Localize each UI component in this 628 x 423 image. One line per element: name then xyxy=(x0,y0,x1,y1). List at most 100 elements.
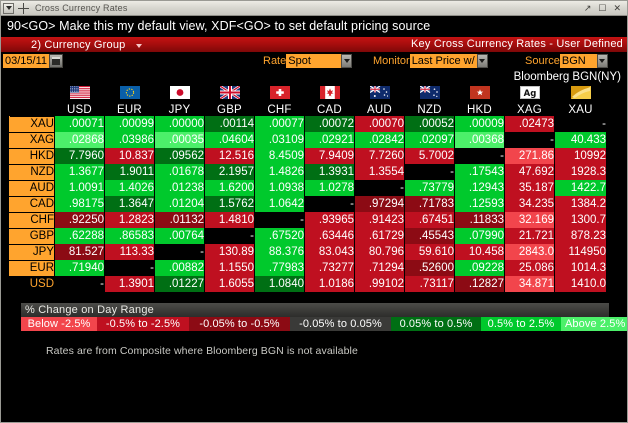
rate-cell[interactable]: .62288 xyxy=(54,228,105,244)
rate-cell[interactable]: 34.871 xyxy=(504,276,555,292)
rate-cell[interactable]: 1014.3 xyxy=(554,260,607,276)
rate-cell[interactable]: .00000 xyxy=(154,116,205,132)
rate-cell[interactable]: .71294 xyxy=(354,260,405,276)
rate-cell[interactable]: 113.33 xyxy=(104,244,155,260)
rate-cell[interactable]: .71783 xyxy=(404,196,455,212)
calendar-icon[interactable] xyxy=(49,54,64,68)
rate-cell[interactable]: .12593 xyxy=(454,196,505,212)
rate-cell[interactable]: - xyxy=(404,164,455,180)
rate-cell[interactable]: .09228 xyxy=(454,260,505,276)
rate-cell[interactable]: .11833 xyxy=(454,212,505,228)
row-label-xag[interactable]: XAG xyxy=(9,131,55,149)
rate-cell[interactable]: 7.7260 xyxy=(354,148,405,164)
rate-cell[interactable]: .73779 xyxy=(404,180,455,196)
rate-cell[interactable]: 1.6200 xyxy=(204,180,255,196)
rate-cell[interactable]: - xyxy=(504,132,555,148)
rate-cell[interactable]: .00882 xyxy=(154,260,205,276)
rate-cell[interactable]: .00009 xyxy=(454,116,505,132)
row-label-aud[interactable]: AUD xyxy=(9,179,55,197)
rate-cell[interactable]: 1.2823 xyxy=(104,212,155,228)
rate-cell[interactable]: 2.1957 xyxy=(204,164,255,180)
rate-cell[interactable]: .01238 xyxy=(154,180,205,196)
move-crosshair-icon[interactable] xyxy=(17,2,30,15)
rate-cell[interactable]: 1.1550 xyxy=(204,260,255,276)
rate-cell[interactable]: 1410.0 xyxy=(554,276,607,292)
rate-cell[interactable]: .02921 xyxy=(304,132,355,148)
rate-cell[interactable]: - xyxy=(154,244,205,260)
row-label-jpy[interactable]: JPY xyxy=(9,243,55,261)
rate-cell[interactable]: .98175 xyxy=(54,196,105,212)
column-header-gbp[interactable]: GBP xyxy=(217,104,242,116)
rate-cell[interactable]: .91423 xyxy=(354,212,405,228)
rate-cell[interactable]: .73277 xyxy=(304,260,355,276)
rate-cell[interactable]: .00114 xyxy=(204,116,255,132)
rate-cell[interactable]: .67520 xyxy=(254,228,305,244)
rate-cell[interactable]: .45543 xyxy=(404,228,455,244)
column-header-xau[interactable]: XAU xyxy=(568,104,593,116)
currency-group-button[interactable]: 2) Currency Group xyxy=(1,39,142,51)
rate-cell[interactable]: 83.043 xyxy=(304,244,355,260)
rate-cell[interactable]: .07990 xyxy=(454,228,505,244)
rate-cell[interactable]: .00052 xyxy=(404,116,455,132)
monitor-select[interactable]: Last Price w/ xyxy=(409,54,477,68)
column-header-aud[interactable]: AUD xyxy=(367,104,392,116)
rate-cell[interactable]: .03109 xyxy=(254,132,305,148)
rate-cell[interactable]: 1.0091 xyxy=(54,180,105,196)
rate-cell[interactable]: 1.3554 xyxy=(354,164,405,180)
rate-cell[interactable]: .01204 xyxy=(154,196,205,212)
rate-cell[interactable]: - xyxy=(354,180,405,196)
rate-cell[interactable]: 47.692 xyxy=(504,164,555,180)
rate-cell[interactable]: - xyxy=(254,212,305,228)
close-icon[interactable]: ✕ xyxy=(613,2,621,13)
rate-cell[interactable]: 12.516 xyxy=(204,148,255,164)
rate-select[interactable]: Spot xyxy=(286,54,342,68)
rate-cell[interactable]: 1.3901 xyxy=(104,276,155,292)
rate-cell[interactable]: 1422.7 xyxy=(554,180,607,196)
rate-cell[interactable]: .00099 xyxy=(104,116,155,132)
chevron-down-icon[interactable] xyxy=(135,43,142,48)
rate-cell[interactable]: .02868 xyxy=(54,132,105,148)
rate-cell[interactable]: 1.0278 xyxy=(304,180,355,196)
rate-cell[interactable]: 80.796 xyxy=(354,244,405,260)
rate-cell[interactable]: 25.086 xyxy=(504,260,555,276)
rate-cell[interactable]: 130.89 xyxy=(204,244,255,260)
monitor-dropdown-arrow[interactable] xyxy=(476,54,488,68)
rate-cell[interactable]: 1.0642 xyxy=(254,196,305,212)
rate-cell[interactable]: .71940 xyxy=(54,260,105,276)
rate-cell[interactable]: 7.7960 xyxy=(54,148,105,164)
rate-cell[interactable]: 1.3677 xyxy=(54,164,105,180)
window-menu-button[interactable] xyxy=(3,2,14,14)
rate-cell[interactable]: .52600 xyxy=(404,260,455,276)
rate-cell[interactable]: .92250 xyxy=(54,212,105,228)
rate-cell[interactable]: 1.4826 xyxy=(254,164,305,180)
rate-cell[interactable]: - xyxy=(204,228,255,244)
rate-cell[interactable]: .86583 xyxy=(104,228,155,244)
rate-cell[interactable]: 1.5762 xyxy=(204,196,255,212)
rate-cell[interactable]: .00070 xyxy=(354,116,405,132)
rate-cell[interactable]: 1.3647 xyxy=(104,196,155,212)
rate-cell[interactable]: .67451 xyxy=(404,212,455,228)
rate-cell[interactable]: .63446 xyxy=(304,228,355,244)
rate-cell[interactable]: .02842 xyxy=(354,132,405,148)
rate-cell[interactable]: 35.187 xyxy=(504,180,555,196)
column-header-jpy[interactable]: JPY xyxy=(168,104,191,116)
rate-cell[interactable]: - xyxy=(454,148,505,164)
row-label-xau[interactable]: XAU xyxy=(9,115,55,133)
rate-cell[interactable]: 1.4810 xyxy=(204,212,255,228)
row-label-hkd[interactable]: HKD xyxy=(9,147,55,165)
column-header-chf[interactable]: CHF xyxy=(267,104,292,116)
rate-cell[interactable]: - xyxy=(304,196,355,212)
restore-icon[interactable]: ↗ xyxy=(583,2,592,13)
rate-cell[interactable]: 1.0186 xyxy=(304,276,355,292)
rate-cell[interactable]: 1.3931 xyxy=(304,164,355,180)
column-header-eur[interactable]: EUR xyxy=(117,104,142,116)
row-label-usd[interactable]: USD xyxy=(9,275,55,293)
rate-cell[interactable]: .02097 xyxy=(404,132,455,148)
rate-cell[interactable]: 21.721 xyxy=(504,228,555,244)
column-header-usd[interactable]: USD xyxy=(67,104,92,116)
rate-cell[interactable]: 59.610 xyxy=(404,244,455,260)
rate-cell[interactable]: .61729 xyxy=(354,228,405,244)
source-dropdown-arrow[interactable] xyxy=(596,54,608,68)
row-label-eur[interactable]: EUR xyxy=(9,259,55,277)
row-label-gbp[interactable]: GBP xyxy=(9,227,55,245)
